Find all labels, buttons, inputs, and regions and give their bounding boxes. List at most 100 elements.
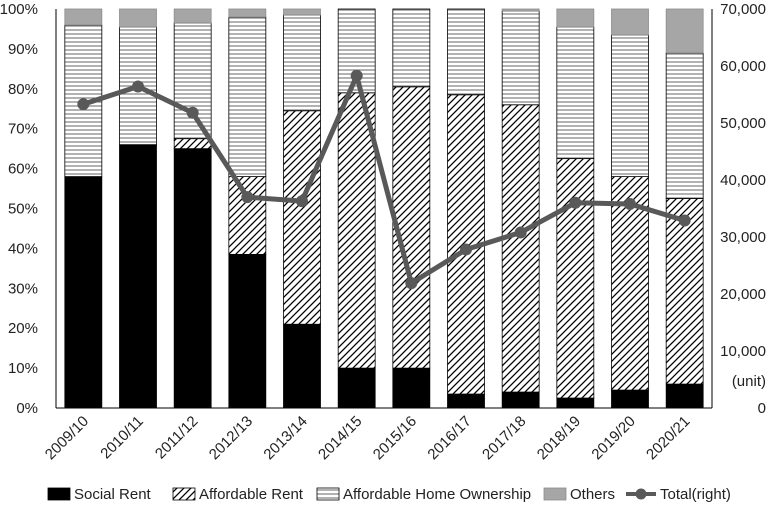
total-line — [82, 73, 686, 286]
bar-social-rent-2011-12 — [173, 148, 212, 409]
left-tick-label: 90% — [8, 41, 38, 58]
right-tick-label: 40,000 — [720, 172, 766, 189]
total-point-2010-11 — [132, 80, 144, 93]
total-point-2015-16 — [405, 277, 418, 290]
total-point-2009-10 — [77, 98, 90, 111]
right-tick-label: 70,000 — [720, 1, 766, 18]
left-tick-label: 0% — [16, 400, 38, 417]
total-point-2014-15 — [350, 69, 363, 82]
x-tick-label: 2011/12 — [152, 413, 202, 463]
right-tick-label: 10,000 — [720, 343, 766, 360]
bar-affordable-rent-2011-12 — [173, 138, 212, 150]
legend-swatch-social-rent — [47, 487, 71, 501]
bar-others-2011-12 — [173, 8, 212, 24]
bar-affordable-rent-2020-21 — [665, 198, 704, 385]
bar-others-2012-13 — [228, 8, 267, 18]
legend-label-affordable-home-ownership: Affordable Home Ownership — [343, 486, 531, 503]
total-point-2016-17 — [460, 243, 472, 256]
x-tick-label: 2018/19 — [534, 413, 584, 463]
left-tick-label: 100% — [0, 1, 38, 18]
x-tick-label: 2020/21 — [643, 413, 693, 463]
left-tick-label: 50% — [8, 201, 38, 218]
x-tick-label: 2009/10 — [42, 413, 92, 463]
bar-social-rent-2018-19 — [556, 397, 595, 409]
total-point-2012-13 — [241, 191, 254, 204]
x-tick-label: 2014/15 — [315, 413, 365, 463]
right-tick-label: 20,000 — [720, 286, 766, 303]
total-line-layer — [77, 69, 691, 290]
left-axis-ticks: 0% 10% 20% 30% 40% 50% 60% 70% 80% 90% 100% — [0, 1, 38, 417]
right-axis-unit-label: (unit) — [732, 373, 766, 390]
legend-swatch-total-marker — [635, 488, 647, 500]
bar-others-2009-10 — [64, 8, 103, 26]
bar-affordable-home-ownership-2012-13 — [228, 16, 267, 177]
left-tick-label: 70% — [8, 121, 38, 138]
legend-label-others: Others — [570, 486, 615, 503]
bar-others-2020-21 — [665, 8, 704, 54]
x-tick-label: 2017/18 — [479, 413, 529, 463]
bar-affordable-rent-2018-19 — [556, 158, 595, 399]
left-tick-label: 60% — [8, 161, 38, 178]
total-point-2013-14 — [296, 195, 308, 208]
x-tick-label: 2010/11 — [97, 413, 147, 463]
bar-others-2019-20 — [611, 8, 649, 36]
bar-affordable-home-ownership-2018-19 — [556, 26, 595, 160]
bar-social-rent-2017-18 — [501, 391, 540, 409]
bar-social-rent-2009-10 — [64, 176, 103, 409]
bar-social-rent-2016-17 — [447, 393, 485, 409]
x-tick-label: 2016/17 — [424, 413, 474, 463]
x-axis-ticks: 2009/10 2010/11 2011/12 2012/13 2013/14 2014/… — [42, 413, 694, 463]
legend-swatch-others — [543, 487, 567, 501]
bar-affordable-rent-2013-14 — [283, 110, 321, 325]
bar-others-2013-14 — [283, 8, 321, 16]
legend-swatch-affordable-rent — [172, 487, 196, 501]
total-point-2018-19 — [569, 196, 582, 209]
total-point-2011-12 — [186, 106, 199, 119]
right-tick-label: 50,000 — [720, 115, 766, 132]
legend-label-total-right: Total(right) — [660, 486, 731, 503]
total-point-2017-18 — [514, 226, 527, 239]
bar-affordable-rent-2017-18 — [501, 104, 540, 393]
total-point-2020-21 — [678, 214, 691, 227]
left-tick-label: 10% — [8, 360, 38, 377]
bar-social-rent-2014-15 — [337, 367, 376, 409]
left-tick-label: 20% — [8, 320, 38, 337]
bar-affordable-home-ownership-2016-17 — [447, 8, 485, 96]
x-tick-label: 2012/13 — [206, 413, 256, 463]
right-tick-label: 0 — [758, 400, 766, 417]
right-tick-label: 60,000 — [720, 58, 766, 75]
bar-social-rent-2012-13 — [228, 253, 267, 409]
bar-affordable-home-ownership-2017-18 — [501, 10, 540, 106]
bar-affordable-rent-2019-20 — [611, 176, 649, 391]
total-point-2019-20 — [624, 197, 636, 210]
bar-others-2018-19 — [556, 8, 595, 28]
bar-affordable-home-ownership-2013-14 — [283, 14, 321, 112]
legend-label-social-rent: Social Rent — [74, 486, 152, 503]
bar-affordable-home-ownership-2015-16 — [392, 8, 431, 88]
x-tick-label: 2015/16 — [370, 413, 420, 463]
bar-affordable-home-ownership-2011-12 — [173, 22, 212, 140]
right-axis-ticks: 0 10,000 20,000 30,000 40,000 50,000 60,000 70,… — [720, 1, 766, 417]
bar-social-rent-2010-11 — [119, 144, 157, 409]
legend-swatch-affordable-home-ownership — [316, 487, 340, 501]
legend: Social Rent Affordable Rent Affordable Hom… — [47, 486, 731, 503]
bar-others-2017-18 — [501, 8, 540, 12]
bar-affordable-rent-2012-13 — [228, 176, 267, 255]
bar-affordable-home-ownership-2020-21 — [665, 52, 704, 199]
bar-social-rent-2015-16 — [392, 367, 431, 409]
bar-others-2010-11 — [119, 8, 157, 28]
legend-label-affordable-rent: Affordable Rent — [199, 486, 304, 503]
bars-layer — [64, 8, 704, 409]
x-tick-label: 2013/14 — [260, 413, 310, 463]
left-tick-label: 80% — [8, 81, 38, 98]
bar-social-rent-2013-14 — [283, 323, 321, 409]
bar-social-rent-2020-21 — [665, 383, 704, 409]
left-tick-label: 40% — [8, 240, 38, 257]
right-tick-label: 30,000 — [720, 229, 766, 246]
axes-layer — [55, 9, 713, 409]
bar-social-rent-2019-20 — [611, 389, 649, 409]
left-tick-label: 30% — [8, 280, 38, 297]
x-tick-label: 2019/20 — [588, 413, 638, 463]
bar-affordable-home-ownership-2019-20 — [611, 34, 649, 177]
